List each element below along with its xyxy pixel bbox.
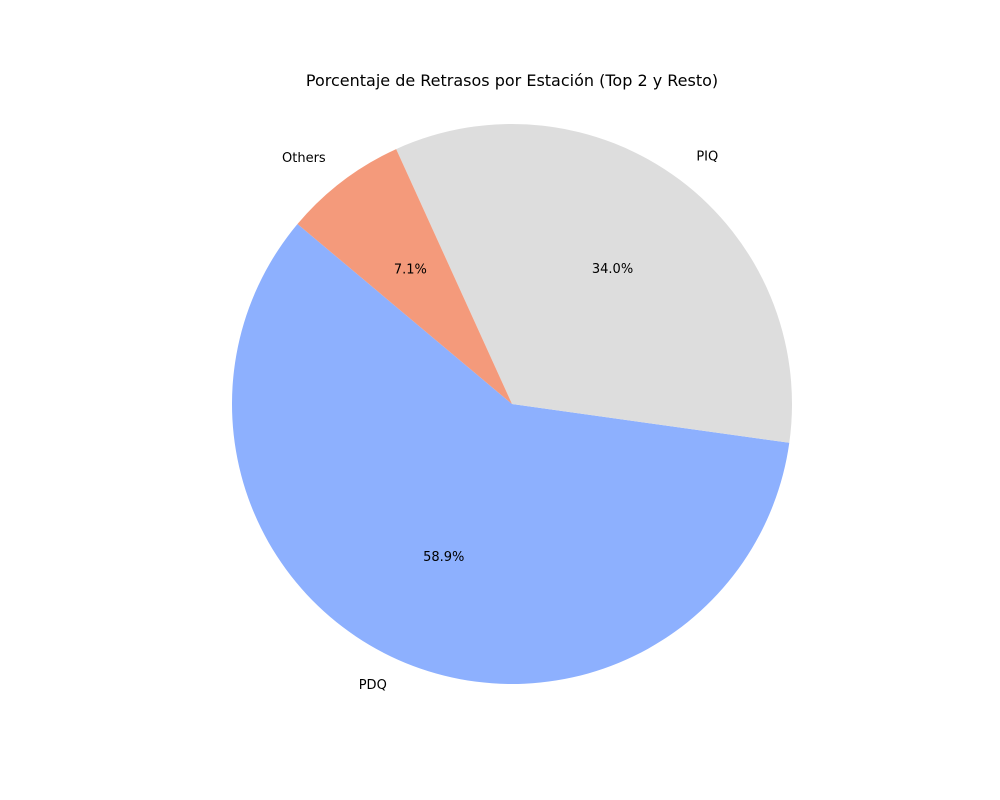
pie-slice-pdq (231, 224, 790, 685)
pie-slices (231, 124, 792, 685)
slice-label-pdq: PDQ (359, 678, 387, 693)
chart-title: Porcentaje de Retrasos por Estación (Top… (305, 71, 719, 90)
slice-percent-piq: 34.0% (592, 262, 633, 277)
slice-percent-others: 7.1% (394, 263, 427, 278)
slice-percent-pdq: 58.9% (423, 550, 464, 565)
slice-label-others: Others (282, 151, 326, 166)
pie-slice-piq (396, 124, 792, 443)
pie-slice-others (297, 149, 512, 404)
pie-labels: PDQ 58.9% PIQ 34.0% Others 7.1% (282, 150, 718, 693)
slice-label-piq: PIQ (696, 150, 718, 165)
